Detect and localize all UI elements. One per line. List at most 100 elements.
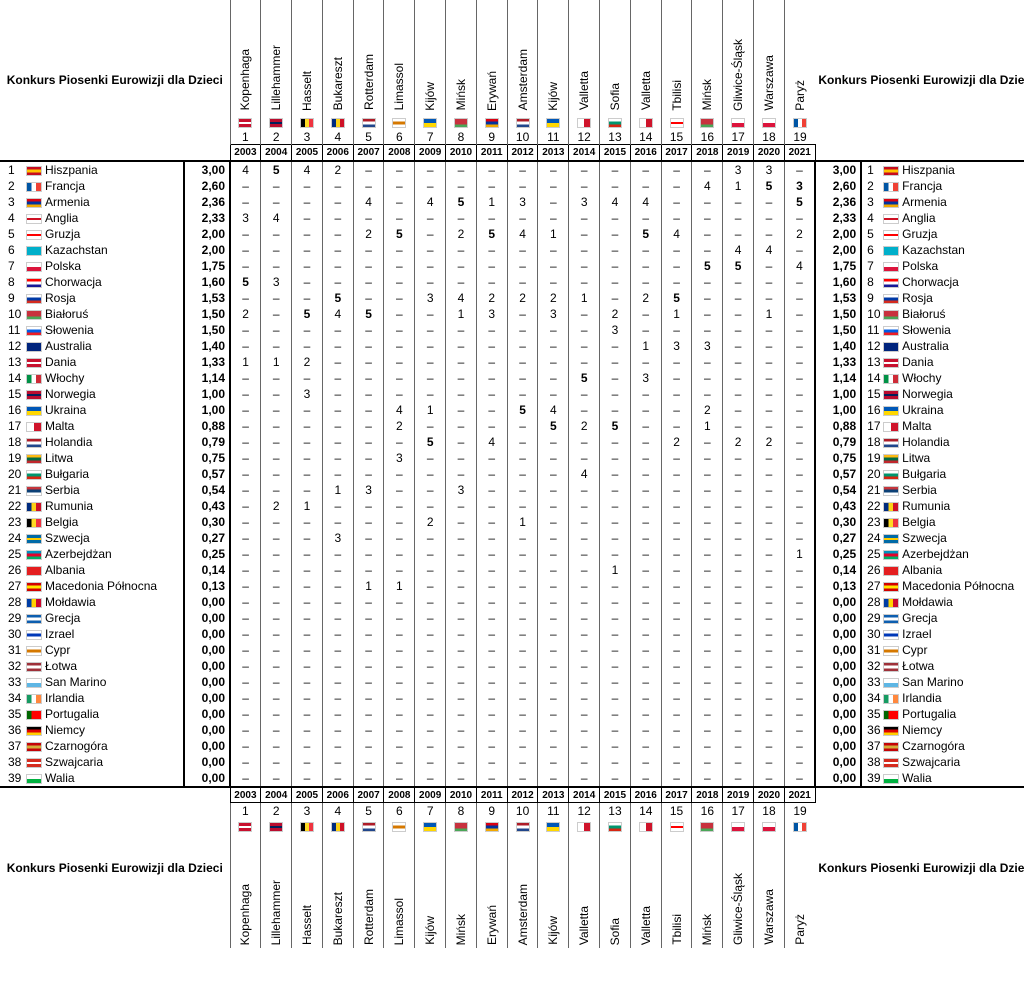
result-cell: – <box>753 626 785 642</box>
country-cell: Holandia <box>24 434 184 450</box>
result-cell: – <box>475 322 508 338</box>
average-cell: 0,00 <box>183 706 231 722</box>
result-cell: – <box>321 562 354 578</box>
flag-icon <box>883 533 900 544</box>
result-cell: – <box>660 386 692 402</box>
result-cell: – <box>753 754 785 770</box>
result-cell: – <box>568 514 600 530</box>
result-cell: – <box>783 770 816 788</box>
result-cell: – <box>445 610 477 626</box>
result-cell: – <box>537 258 569 274</box>
host-city-label: Bukareszt <box>330 57 345 111</box>
table-row: 30 Izrael 0,00– – – – – – – – – – – – – – – – – – –0,00 30 Izr… <box>0 626 1024 642</box>
average-cell: 0,00 <box>183 594 231 610</box>
result-cell: – <box>783 466 816 482</box>
result-cell: 3 <box>260 274 292 290</box>
host-flag <box>691 817 723 835</box>
result-cell: – <box>383 626 415 642</box>
result-cell: – <box>783 482 816 498</box>
flag-icon <box>883 741 900 752</box>
flag-icon <box>484 117 499 128</box>
result-cell: – <box>537 178 569 194</box>
rank-cell: 6 <box>867 243 874 257</box>
result-cell: – <box>229 594 261 610</box>
flag-icon <box>731 822 746 833</box>
table-row: 3 Armenia 2,36– – – –4–4 5 1 3–3 4 4– – – –5 2,36 3 Arme… <box>0 194 1024 210</box>
country-name: Polska <box>45 259 82 273</box>
result-cell: – <box>414 658 446 674</box>
result-cell: – <box>722 418 754 434</box>
result-cell: – <box>383 194 415 210</box>
country-cell: Polska <box>24 258 184 274</box>
result-cell: – <box>691 674 723 690</box>
result-cell: – <box>753 322 785 338</box>
result-cell: – <box>383 754 415 770</box>
result-cell: – <box>506 160 538 178</box>
result-cell: – <box>753 642 785 658</box>
result-cell: – <box>629 466 662 482</box>
flag-icon <box>883 645 900 656</box>
host-year: 2007 <box>352 144 385 162</box>
result-cell: 5 <box>660 290 692 306</box>
country-name: Irlandia <box>45 691 85 705</box>
host-number: 7 <box>414 130 446 145</box>
rank-cell: 32 <box>8 659 22 673</box>
country-cell: Serbia <box>881 482 1024 498</box>
host-year: 2008 <box>383 144 416 162</box>
host-number: 13 <box>599 130 631 145</box>
country-cell: Białoruś <box>24 306 184 322</box>
average-cell: 0,00 <box>814 770 863 788</box>
flag-icon <box>26 421 42 432</box>
country-cell: Kazachstan <box>24 242 184 258</box>
host-city: Paryż <box>783 0 816 114</box>
result-cell: – <box>599 210 631 226</box>
result-cell: – <box>229 530 261 546</box>
result-cell: – <box>383 160 415 178</box>
rank-cell: 4 <box>8 211 15 225</box>
result-cell: – <box>722 194 754 210</box>
rank-cell: 22 <box>8 499 22 513</box>
average-cell: 0,00 <box>183 690 231 706</box>
table-row: 4 Anglia 2,33 3 4– – – – – – – – – – – – – – – – –2,33 4 Angli… <box>0 210 1024 226</box>
average-cell: 0,00 <box>183 626 231 642</box>
country-cell: Szwajcaria <box>881 754 1024 770</box>
result-cell: – <box>506 562 538 578</box>
result-cell: – <box>260 706 292 722</box>
rank-cell: 18 <box>8 435 22 449</box>
result-cell: – <box>660 674 692 690</box>
result-cell: – <box>506 498 538 514</box>
host-city: Limassol <box>383 834 415 948</box>
result-cell: – <box>722 482 754 498</box>
result-cell: – <box>722 450 754 466</box>
flag-icon <box>761 822 776 833</box>
flag-icon <box>883 725 900 736</box>
result-cell: – <box>783 578 816 594</box>
result-cell: – <box>414 754 446 770</box>
result-cell: 2 <box>352 226 384 242</box>
host-number: 8 <box>445 802 477 818</box>
average-cell: 1,33 <box>183 354 231 370</box>
flag-icon <box>883 389 900 400</box>
host-city: Rotterdam <box>352 0 384 114</box>
result-cell: – <box>722 354 754 370</box>
host-year: 2016 <box>629 144 662 162</box>
host-number: 1 <box>229 802 261 818</box>
flag-icon <box>883 213 900 224</box>
host-year: 2004 <box>260 144 293 162</box>
result-cell: – <box>475 498 508 514</box>
host-year: 2009 <box>414 786 447 804</box>
country-name: Serbia <box>45 483 80 497</box>
result-cell: – <box>691 658 723 674</box>
flag-icon <box>26 389 42 400</box>
result-cell: – <box>691 738 723 754</box>
country-cell: Ukraina <box>24 402 184 418</box>
result-cell: – <box>414 242 446 258</box>
country-name: Czarnogóra <box>902 739 965 753</box>
average-cell: 0,00 <box>814 722 863 738</box>
result-cell: – <box>599 690 631 706</box>
result-cell: – <box>445 242 477 258</box>
host-city-label: Mińsk <box>700 79 715 111</box>
result-cell: – <box>568 402 600 418</box>
result-cell: 2 <box>291 354 323 370</box>
result-cell: 1 <box>537 226 569 242</box>
